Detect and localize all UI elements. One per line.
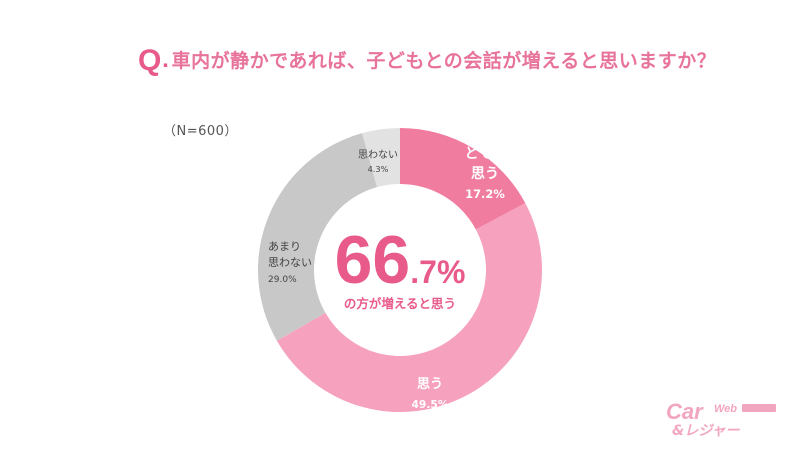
- slice-value-label: 4.3%: [368, 164, 389, 174]
- logo-web-text: Web: [714, 403, 737, 415]
- slice-category-label: とても: [465, 146, 506, 162]
- carweb-leisure-logo: Car Web &レジャー: [666, 399, 776, 438]
- label-disagree: 思わない 4.3%: [358, 149, 398, 174]
- question-letter: Q: [138, 44, 162, 77]
- slice-category-label: 思わない: [268, 256, 312, 269]
- slice-category-label: 思う: [417, 377, 443, 392]
- logo-leisure-text: &レジャー: [672, 423, 741, 438]
- label-agree: 思う 49.5%: [412, 377, 449, 411]
- slice-agree: [276, 203, 543, 413]
- center-percentage: 66.7%: [335, 222, 466, 298]
- center-big-number: 66: [335, 222, 411, 298]
- question-text: 車内が静かであれば、子どもとの会話が増えると思いますか？: [171, 50, 717, 72]
- logo-stripe: [742, 404, 776, 412]
- question-dot: .: [161, 50, 170, 72]
- slice-category-label: 思わない: [358, 149, 398, 161]
- sample-size-label: （N=600）: [163, 124, 238, 139]
- logo-car-text: Car: [666, 399, 704, 424]
- slice-not-really: [257, 133, 378, 341]
- slice-category-label: 思う: [471, 166, 499, 182]
- chart-center: 66.7% の方が増えると思う: [335, 222, 466, 311]
- center-decimal: .7%: [410, 254, 465, 290]
- slice-category-label: あまり: [268, 240, 301, 253]
- slice-value-label: 29.0%: [268, 275, 297, 285]
- slice-value-label: 17.2%: [465, 187, 505, 201]
- label-not-really: あまり思わない 29.0%: [268, 240, 312, 285]
- slice-strongly-agree: [400, 128, 526, 230]
- slice-value-label: 49.5%: [412, 398, 449, 411]
- chart-slice-labels: とても思う 17.2%思う 49.5%あまり思わない 29.0%思わない 4.3%: [268, 146, 505, 411]
- center-caption: の方が増えると思う: [344, 296, 456, 311]
- slice-disagree: [362, 128, 400, 188]
- chart-slices: [257, 128, 543, 413]
- label-strongly-agree: とても思う 17.2%: [465, 146, 506, 201]
- page-title: Q. 車内が静かであれば、子どもとの会話が増えると思いますか？: [138, 44, 716, 78]
